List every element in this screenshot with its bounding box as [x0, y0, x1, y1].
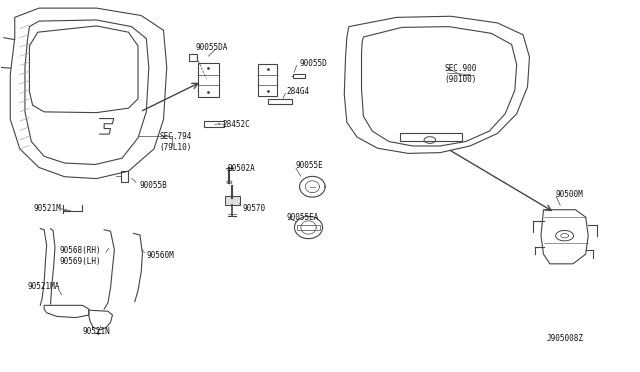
Bar: [293, 74, 305, 78]
Bar: [400, 133, 463, 141]
Bar: [297, 225, 320, 231]
Text: 90521N: 90521N: [83, 327, 110, 336]
Text: SEC.794
(79L10): SEC.794 (79L10): [159, 132, 191, 152]
Text: 90055DA: 90055DA: [195, 42, 228, 51]
Bar: [189, 54, 196, 61]
Text: 90521MA: 90521MA: [28, 282, 60, 291]
Bar: [204, 121, 224, 128]
Text: J905008Z: J905008Z: [547, 334, 584, 343]
Text: 90521M: 90521M: [34, 205, 61, 214]
Text: 90055B: 90055B: [140, 181, 168, 190]
Text: 90560M: 90560M: [147, 251, 174, 260]
Bar: [121, 171, 129, 182]
Bar: [225, 196, 239, 205]
Text: 90500M: 90500M: [555, 190, 583, 199]
Text: 90568(RH)
90569(LH): 90568(RH) 90569(LH): [60, 246, 101, 266]
Text: 28452C: 28452C: [223, 121, 251, 129]
Text: 90502A: 90502A: [227, 164, 255, 173]
Text: 90055D: 90055D: [300, 59, 327, 68]
Text: 90055EA: 90055EA: [287, 213, 319, 222]
Text: SEC.900
(90100): SEC.900 (90100): [445, 64, 477, 84]
Text: 284G4: 284G4: [287, 87, 310, 96]
Text: 90570: 90570: [242, 205, 265, 214]
Bar: [268, 99, 292, 104]
Text: 90055E: 90055E: [296, 161, 323, 170]
